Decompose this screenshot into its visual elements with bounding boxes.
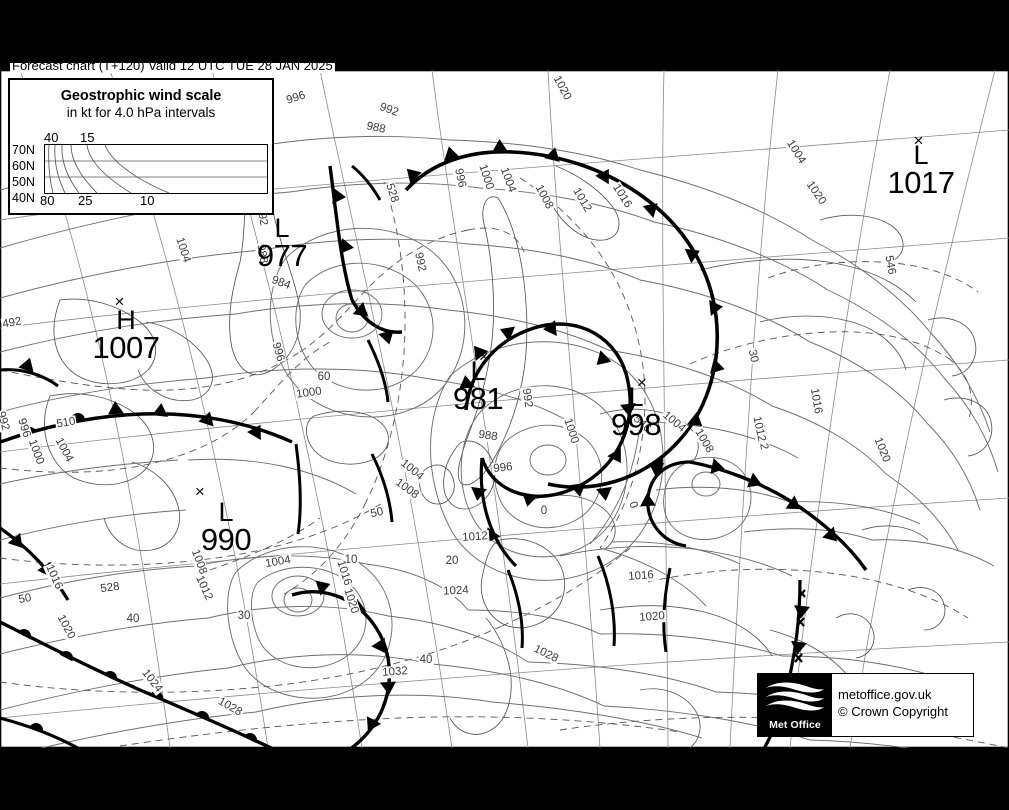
pressure-centre-marker-icon: × [478, 347, 489, 366]
front-occluded-north [328, 165, 403, 347]
pressure-centre-h-1007: × H 1007 [92, 293, 160, 365]
contour-label: 50 [16, 591, 34, 607]
front-cold-main [401, 138, 727, 502]
contour-label: 30 [236, 610, 252, 622]
wind-scale-top-40: 40 [44, 130, 59, 145]
pressure-centre-value: 977 [256, 238, 308, 273]
front-warm-southwest [0, 620, 276, 748]
wind-scale-latitude-axis: 70N 60N 50N 40N [12, 142, 46, 206]
pressure-centre-marker-icon: × [913, 131, 924, 150]
pressure-centre-l-990: × L 990 [195, 483, 252, 557]
pressure-centre-type: L [470, 356, 486, 386]
geostrophic-wind-scale: Geostrophic wind scale in kt for 4.0 hPa… [8, 78, 274, 215]
wind-scale-curves [45, 145, 267, 193]
contour-label: 1032 [380, 665, 410, 679]
wind-scale-lat-60n: 60N [12, 159, 35, 173]
contour-label: 0 [539, 505, 549, 517]
pressure-centre-value: 981 [452, 381, 504, 416]
contour-label: 1024 [441, 584, 471, 598]
wind-scale-subtitle: in kt for 4.0 hPa intervals [66, 105, 216, 120]
front-spiral-l981 [457, 320, 638, 509]
pressure-centre-marker-icon: × [194, 482, 205, 501]
front-cold-tail-south [469, 457, 518, 568]
wind-scale-bot-25: 25 [78, 193, 93, 208]
pressure-centre-value: 1017 [887, 165, 955, 200]
wind-scale-lat-70n: 70N [12, 143, 35, 157]
wind-scale-graph [44, 144, 268, 194]
coastlines [44, 148, 993, 748]
wind-scale-lat-40n: 40N [12, 191, 35, 205]
contour-label: 1020 [637, 610, 667, 624]
pressure-centre-l-1017: × L 1017 [887, 132, 955, 200]
wind-scale-title: Geostrophic wind scale [60, 88, 222, 104]
contour-label: 40 [418, 654, 434, 666]
met-office-logo-text: Met Office [769, 719, 821, 731]
badge-website: metoffice.gov.uk [838, 687, 932, 702]
front-warm-bottom-left [0, 716, 81, 748]
contour-label: 1016 [626, 569, 656, 583]
pressure-centre-type: L [274, 213, 290, 243]
wind-scale-top-15: 15 [80, 130, 95, 145]
wind-scale-bottom-labels: 80 25 10 [38, 193, 268, 208]
contour-label: 1012 [460, 530, 490, 544]
front-cold-northeast [351, 164, 382, 201]
pressure-centre-l-981: × L 981 [452, 348, 504, 416]
pressure-centre-marker-icon: × [114, 292, 125, 311]
wind-scale-lat-50n: 50N [12, 175, 35, 189]
wind-scale-top-labels: 40 15 [38, 130, 268, 145]
contour-label: 20 [444, 555, 460, 567]
wind-scale-bot-10: 10 [140, 193, 155, 208]
front-l998-hook [639, 456, 691, 548]
front-occluded-plain [294, 339, 672, 653]
pressure-centre-type: H [116, 305, 136, 335]
pressure-centre-type: L [218, 497, 234, 527]
pressure-centre-l-998: × L 998 [610, 374, 662, 442]
pressure-centre-type: L [628, 382, 644, 412]
badge-copyright: © Crown Copyright [838, 704, 949, 719]
pressure-centre-value: 1007 [92, 330, 160, 365]
met-office-badge: Met Office metoffice.gov.uk © Crown Copy… [757, 673, 974, 737]
badge-text-block: metoffice.gov.uk © Crown Copyright [832, 674, 973, 736]
pressure-centre-marker-icon: × [636, 373, 647, 392]
met-office-logo: Met Office [758, 674, 832, 736]
isobars [0, 136, 999, 748]
pressure-centre-value: 998 [610, 407, 662, 442]
front-small-topleft [0, 355, 59, 388]
pressure-centre-value: 990 [200, 522, 252, 557]
fronts [0, 138, 868, 748]
contour-label: 996 [491, 460, 515, 476]
front-l998-warm-east [689, 458, 868, 571]
pressure-centre-type: L [913, 140, 929, 170]
front-cold-west-atlantic [0, 526, 70, 601]
front-warm-greenland [0, 400, 293, 444]
contour-label: 40 [125, 613, 141, 625]
met-office-waves-icon [766, 682, 824, 711]
contour-label: 60 [316, 371, 332, 383]
wind-scale-bot-80: 80 [40, 193, 55, 208]
